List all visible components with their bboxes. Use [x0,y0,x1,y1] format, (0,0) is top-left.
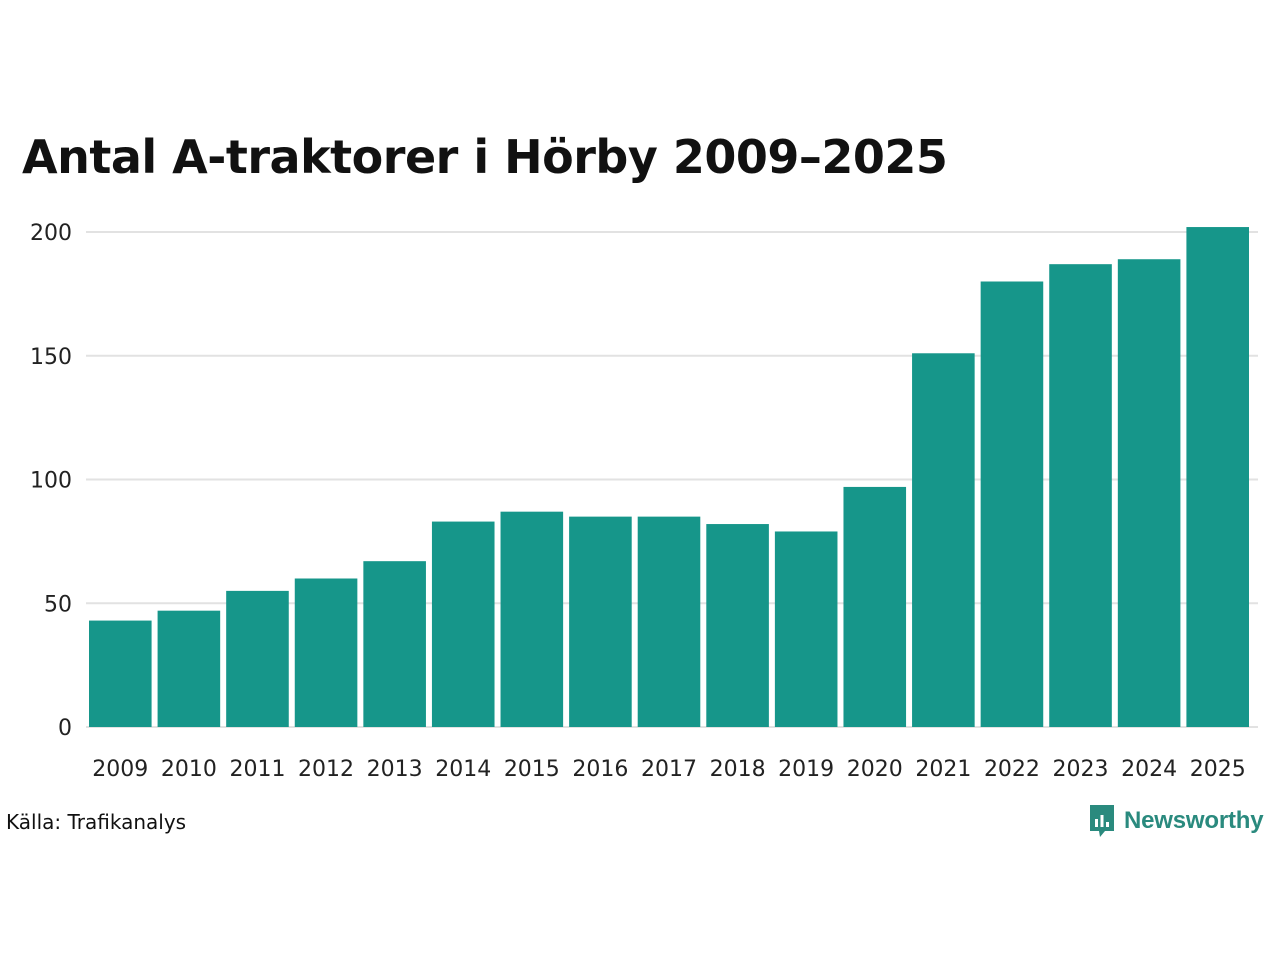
bar-2024 [1117,259,1181,727]
x-tick-label: 2015 [504,757,560,782]
y-tick-label: 0 [58,716,72,741]
x-axis-ticks: 2009 2010 2011 2012 2013 2014 2015 2016 2017 2018… [92,757,1245,782]
bar-2022 [980,281,1044,727]
x-tick-label: 2019 [778,757,834,782]
bar-2010 [157,610,221,727]
x-tick-label: 2010 [161,757,217,782]
x-tick-label: 2016 [572,757,628,782]
bar-2011 [226,590,289,727]
bar-2018 [706,524,769,727]
chart-title: Antal A-traktorer i Hörby 2009–2025 [22,130,948,184]
bar-2020 [843,486,907,727]
newsworthy-icon [1090,805,1114,837]
bar-2017 [637,516,701,727]
x-tick-label: 2020 [847,757,903,782]
bar-2016 [569,516,632,727]
x-tick-label: 2009 [92,757,148,782]
x-tick-label: 2018 [710,757,766,782]
y-tick-label: 50 [44,592,72,617]
bar-2012 [294,578,358,727]
bar-2025 [1186,227,1249,728]
x-tick-label: 2012 [298,757,354,782]
bar-2015 [500,511,564,727]
x-tick-label: 2024 [1121,757,1177,782]
bar-2014 [431,521,495,727]
y-tick-label: 100 [30,469,72,494]
x-tick-label: 2014 [435,757,491,782]
x-tick-label: 2023 [1053,757,1109,782]
y-axis-ticks: 0 50 100 150 200 [30,221,72,741]
y-tick-label: 150 [30,345,72,370]
bars [89,227,1249,728]
x-tick-label: 2017 [641,757,697,782]
source-note: Källa: Trafikanalys [6,810,187,834]
x-tick-label: 2022 [984,757,1040,782]
x-tick-label: 2021 [915,757,971,782]
bar-2019 [774,531,838,727]
bar-2013 [363,561,426,727]
x-tick-label: 2011 [229,757,285,782]
bar-2021 [912,353,975,727]
brand-name: Newsworthy [1124,807,1264,834]
bar-2009 [89,620,152,727]
brand-logo: Newsworthy [1088,803,1264,839]
y-tick-label: 200 [30,221,72,246]
bar-2023 [1049,264,1112,727]
x-tick-label: 2013 [367,757,423,782]
x-tick-label: 2025 [1190,757,1246,782]
